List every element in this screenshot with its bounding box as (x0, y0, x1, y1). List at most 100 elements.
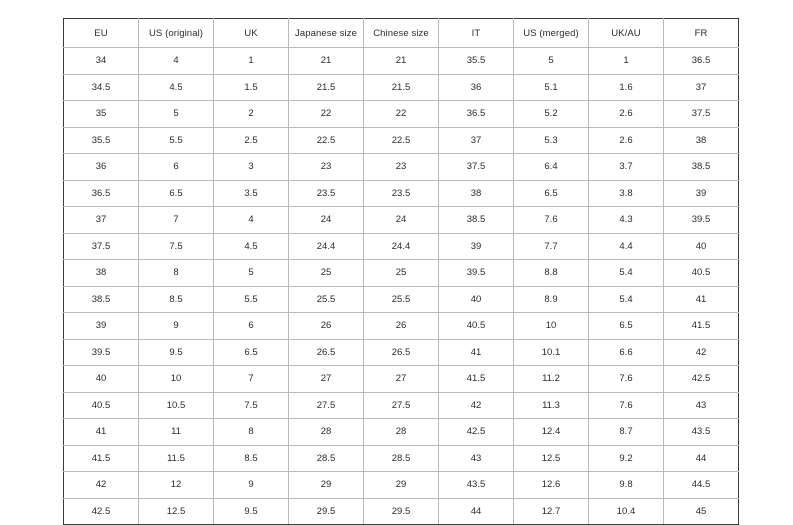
cell-13-5: 42 (438, 391, 514, 419)
table-row: 41 11 8 28 28 42.5 12.4 8.7 43.5 (63, 418, 739, 446)
cell-6-4: 24 (363, 206, 439, 234)
cell-11-6: 10.1 (513, 338, 589, 366)
cell-12-6: 11.2 (513, 365, 589, 393)
cell-16-7: 9.8 (588, 471, 664, 499)
table-row: 35 5 2 22 22 36.5 5.2 2.6 37.5 (63, 100, 739, 128)
cell-4-4: 23 (363, 153, 439, 181)
cell-11-4: 26.5 (363, 338, 439, 366)
cell-4-0: 36 (63, 153, 139, 181)
cell-12-7: 7.6 (588, 365, 664, 393)
cell-14-0: 41 (63, 418, 139, 446)
cell-10-5: 40.5 (438, 312, 514, 340)
cell-10-2: 6 (213, 312, 289, 340)
cell-13-2: 7.5 (213, 391, 289, 419)
column-header-uk-au: UK/AU (588, 18, 664, 48)
cell-2-2: 2 (213, 100, 289, 128)
cell-2-4: 22 (363, 100, 439, 128)
cell-17-1: 12.5 (138, 497, 214, 525)
cell-14-2: 8 (213, 418, 289, 446)
table-row: 36.5 6.5 3.5 23.5 23.5 38 6.5 3.8 39 (63, 179, 739, 207)
cell-3-1: 5.5 (138, 126, 214, 154)
cell-4-8: 38.5 (663, 153, 739, 181)
cell-11-0: 39.5 (63, 338, 139, 366)
cell-14-5: 42.5 (438, 418, 514, 446)
cell-10-3: 26 (288, 312, 364, 340)
cell-4-2: 3 (213, 153, 289, 181)
cell-0-7: 1 (588, 47, 664, 75)
cell-4-3: 23 (288, 153, 364, 181)
table-row: 42.5 12.5 9.5 29.5 29.5 44 12.7 10.4 45 (63, 497, 739, 525)
cell-0-2: 1 (213, 47, 289, 75)
cell-1-6: 5.1 (513, 73, 589, 101)
cell-2-5: 36.5 (438, 100, 514, 128)
cell-7-0: 37.5 (63, 232, 139, 260)
cell-1-5: 36 (438, 73, 514, 101)
cell-7-1: 7.5 (138, 232, 214, 260)
page-root: EU US (original) UK Japanese size Chinese si… (63, 18, 739, 525)
cell-13-7: 7.6 (588, 391, 664, 419)
cell-15-1: 11.5 (138, 444, 214, 472)
cell-15-6: 12.5 (513, 444, 589, 472)
cell-12-2: 7 (213, 365, 289, 393)
cell-15-0: 41.5 (63, 444, 139, 472)
column-header-it: IT (438, 18, 514, 48)
cell-7-8: 40 (663, 232, 739, 260)
cell-8-2: 5 (213, 259, 289, 287)
cell-12-0: 40 (63, 365, 139, 393)
cell-14-6: 12.4 (513, 418, 589, 446)
cell-0-4: 21 (363, 47, 439, 75)
cell-11-3: 26.5 (288, 338, 364, 366)
cell-15-7: 9.2 (588, 444, 664, 472)
cell-7-4: 24.4 (363, 232, 439, 260)
cell-2-6: 5.2 (513, 100, 589, 128)
cell-8-1: 8 (138, 259, 214, 287)
cell-9-5: 40 (438, 285, 514, 313)
cell-17-8: 45 (663, 497, 739, 525)
cell-4-7: 3.7 (588, 153, 664, 181)
cell-16-8: 44.5 (663, 471, 739, 499)
cell-14-7: 8.7 (588, 418, 664, 446)
cell-0-3: 21 (288, 47, 364, 75)
cell-6-0: 37 (63, 206, 139, 234)
cell-1-3: 21.5 (288, 73, 364, 101)
cell-16-0: 42 (63, 471, 139, 499)
column-header-uk: UK (213, 18, 289, 48)
cell-10-6: 10 (513, 312, 589, 340)
cell-17-5: 44 (438, 497, 514, 525)
cell-15-3: 28.5 (288, 444, 364, 472)
cell-15-5: 43 (438, 444, 514, 472)
shoe-size-conversion-table: EU US (original) UK Japanese size Chinese si… (63, 18, 739, 525)
cell-8-8: 40.5 (663, 259, 739, 287)
cell-8-6: 8.8 (513, 259, 589, 287)
cell-3-5: 37 (438, 126, 514, 154)
cell-6-6: 7.6 (513, 206, 589, 234)
cell-7-6: 7.7 (513, 232, 589, 260)
cell-4-1: 6 (138, 153, 214, 181)
table-row: 35.5 5.5 2.5 22.5 22.5 37 5.3 2.6 38 (63, 126, 739, 154)
cell-3-4: 22.5 (363, 126, 439, 154)
cell-12-8: 42.5 (663, 365, 739, 393)
column-header-us-original: US (original) (138, 18, 214, 48)
cell-1-4: 21.5 (363, 73, 439, 101)
table-row: 39 9 6 26 26 40.5 10 6.5 41.5 (63, 312, 739, 340)
table-row: 36 6 3 23 23 37.5 6.4 3.7 38.5 (63, 153, 739, 181)
cell-14-3: 28 (288, 418, 364, 446)
cell-2-7: 2.6 (588, 100, 664, 128)
cell-7-3: 24.4 (288, 232, 364, 260)
table-row: 37 7 4 24 24 38.5 7.6 4.3 39.5 (63, 206, 739, 234)
cell-6-7: 4.3 (588, 206, 664, 234)
cell-11-7: 6.6 (588, 338, 664, 366)
table-row: 34 4 1 21 21 35.5 5 1 36.5 (63, 47, 739, 75)
cell-9-3: 25.5 (288, 285, 364, 313)
cell-11-8: 42 (663, 338, 739, 366)
cell-12-3: 27 (288, 365, 364, 393)
column-header-us-merged: US (merged) (513, 18, 589, 48)
cell-15-8: 44 (663, 444, 739, 472)
cell-6-8: 39.5 (663, 206, 739, 234)
cell-13-4: 27.5 (363, 391, 439, 419)
cell-4-5: 37.5 (438, 153, 514, 181)
cell-9-1: 8.5 (138, 285, 214, 313)
table-header-row: EU US (original) UK Japanese size Chinese si… (63, 18, 739, 48)
cell-8-0: 38 (63, 259, 139, 287)
cell-1-8: 37 (663, 73, 739, 101)
